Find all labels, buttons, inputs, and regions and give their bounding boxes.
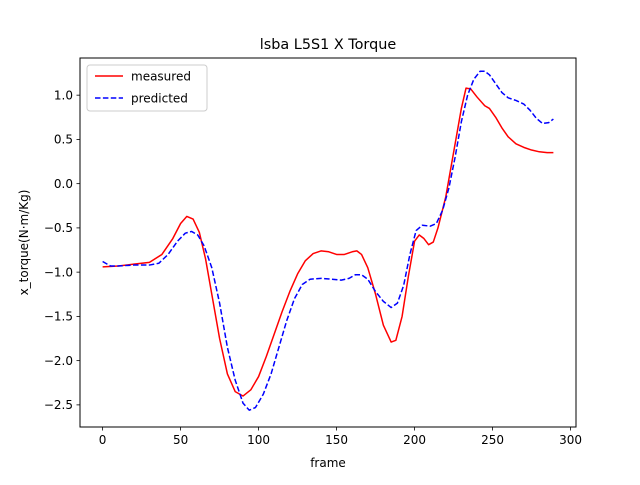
y-tick-label: −1.0 [44,265,73,279]
series-line-predicted [102,70,554,411]
x-tick-label: 300 [559,433,582,447]
legend-label-measured: measured [131,70,191,84]
x-tick-label: 50 [173,433,188,447]
x-tick-label: 100 [247,433,270,447]
y-tick-label: −1.5 [44,310,73,324]
y-tick-label: −2.5 [44,398,73,412]
y-tick-label: 1.0 [54,88,73,102]
y-tick-label: −2.0 [44,354,73,368]
x-tick-label: 250 [481,433,504,447]
x-tick-label: 0 [99,433,107,447]
plot-frame [79,57,577,428]
x-tick-label: 150 [325,433,348,447]
legend: measured predicted [86,64,208,112]
y-axis: −2.5 −2.0 −1.5 −1.0 −0.5 0.0 0.5 1.0 [44,88,80,412]
x-axis: 0 50 100 150 200 250 300 [99,427,582,447]
series-line-measured [102,87,554,397]
y-tick-label: 0.0 [54,177,73,191]
y-axis-label: x_torque(N·m/Kg) [17,190,31,296]
series-layer [102,70,554,411]
chart-title: lsba L5S1 X Torque [260,37,397,53]
legend-label-predicted: predicted [131,92,188,106]
x-axis-label: frame [310,456,346,470]
y-tick-label: −0.5 [44,221,73,235]
y-tick-label: 0.5 [54,133,73,147]
x-tick-label: 200 [403,433,426,447]
